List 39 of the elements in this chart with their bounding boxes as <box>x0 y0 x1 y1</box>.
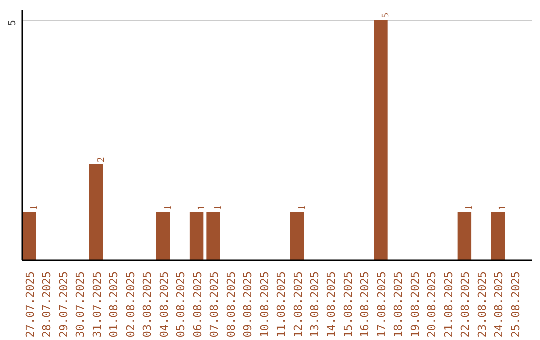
x-tick-label: 17.08.2025 <box>375 271 388 338</box>
data-label: 2 <box>96 157 107 162</box>
data-label: 1 <box>196 205 208 210</box>
x-tick-label: 29.07.2025 <box>57 271 70 338</box>
x-tick-label: 31.07.2025 <box>90 271 104 338</box>
x-tick-label: 10.08.2025 <box>258 271 272 338</box>
x-tick-label: 25.08.2025 <box>509 271 522 338</box>
x-tick-label: 20.08.2025 <box>426 271 439 338</box>
x-tick-label: 18.08.2025 <box>392 271 406 338</box>
data-label: 1 <box>162 205 174 210</box>
x-tick-label: 21.08.2025 <box>442 271 456 338</box>
x-tick-label: 03.08.2025 <box>141 271 154 338</box>
x-tick-label: 09.08.2025 <box>242 271 255 338</box>
data-label: 1 <box>213 205 224 210</box>
x-tick-label: 12.08.2025 <box>292 271 305 338</box>
data-label: 5 <box>380 13 392 18</box>
x-tick-label: 22.08.2025 <box>459 271 472 338</box>
data-label: 1 <box>28 205 40 210</box>
x-tick-label: 05.08.2025 <box>174 271 188 338</box>
x-tick-label: 30.07.2025 <box>74 271 88 338</box>
x-tick-label: 14.08.2025 <box>325 271 338 338</box>
data-label: 1 <box>498 205 509 210</box>
x-tick-label: 02.08.2025 <box>124 271 138 338</box>
x-tick-label: 04.08.2025 <box>158 271 171 338</box>
x-tick-label: 13.08.2025 <box>308 271 322 338</box>
x-tick-label: 19.08.2025 <box>408 271 422 338</box>
x-tick-label: 01.08.2025 <box>108 271 121 338</box>
x-tick-label: 06.08.2025 <box>191 271 204 338</box>
x-tick-label: 08.08.2025 <box>224 271 238 338</box>
data-label: 1 <box>464 205 476 210</box>
x-tick-label: 28.07.2025 <box>40 271 54 338</box>
x-tick-label: 16.08.2025 <box>358 271 372 338</box>
x-tick-label: 11.08.2025 <box>275 271 288 338</box>
data-label: 1 <box>296 205 308 210</box>
x-tick-label: 15.08.2025 <box>342 271 355 338</box>
x-tick-label: 23.08.2025 <box>476 271 489 338</box>
x-tick-label: 24.08.2025 <box>492 271 506 338</box>
x-tick-label: 07.08.2025 <box>208 271 222 338</box>
x-tick-label: 27.07.2025 <box>24 271 37 338</box>
